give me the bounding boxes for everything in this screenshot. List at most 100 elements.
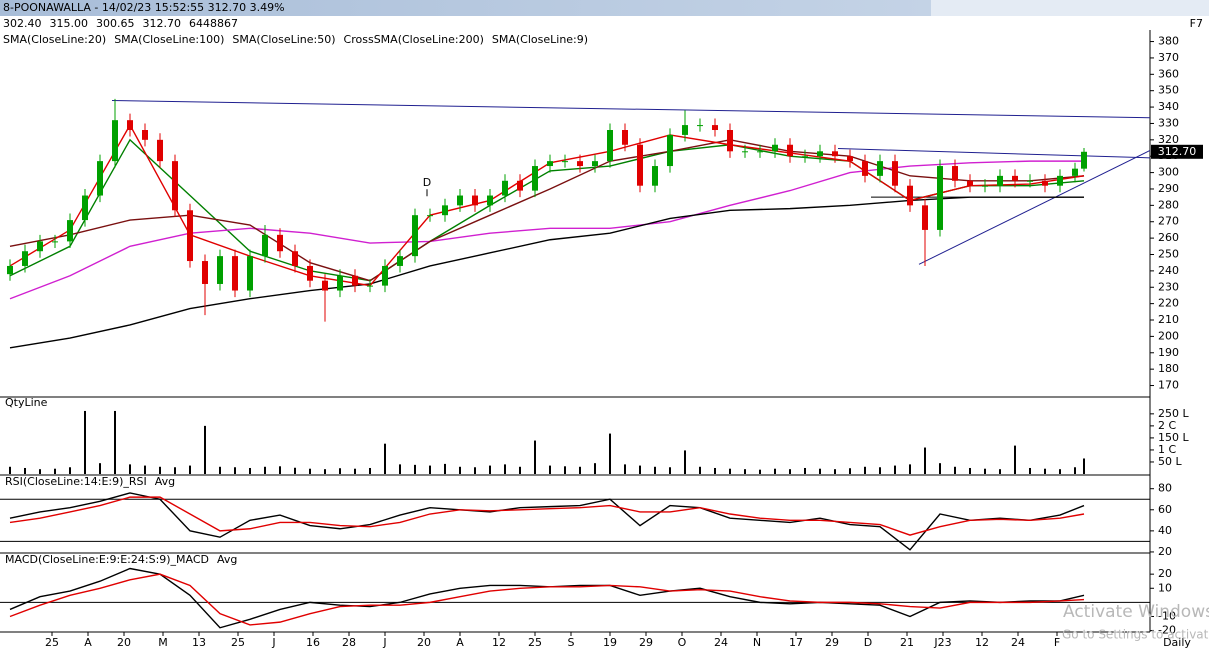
bar xyxy=(1059,469,1061,474)
bar xyxy=(789,469,791,474)
bar xyxy=(624,464,626,474)
candle-body xyxy=(502,180,508,196)
bar xyxy=(159,466,161,474)
candle-body xyxy=(142,130,148,140)
bar xyxy=(204,425,206,474)
bar xyxy=(1029,467,1031,474)
candle-body xyxy=(112,120,118,162)
y-tick-label: 220 xyxy=(1158,297,1179,310)
bar xyxy=(54,468,56,474)
candle-body xyxy=(982,185,988,187)
bar xyxy=(924,447,926,474)
candle-body xyxy=(592,161,598,167)
y-tick-label: 150 L xyxy=(1158,431,1189,444)
candle-body xyxy=(187,210,193,262)
y-tick-label: 270 xyxy=(1158,215,1179,228)
bar xyxy=(819,468,821,474)
bar xyxy=(429,465,431,474)
plot: 302.40 315.00 300.65 312.70 6448867 25 A 20 M 13 2… xyxy=(0,17,1203,649)
x-tick-label: S xyxy=(568,636,575,649)
y-tick-label: 2 C xyxy=(1158,419,1176,432)
bar xyxy=(864,466,866,474)
x-tick-label: 16 xyxy=(306,636,320,649)
candle-body xyxy=(277,234,283,252)
candle-body xyxy=(997,175,1003,186)
y-tick-label: 250 xyxy=(1158,247,1179,260)
y-tick-label: 80 xyxy=(1158,482,1172,495)
candle-body xyxy=(412,215,418,257)
bar xyxy=(549,465,551,474)
bar xyxy=(729,468,731,474)
candle-body xyxy=(67,220,73,242)
x-axis-label: Daily xyxy=(1163,636,1191,649)
candle-body xyxy=(622,130,628,145)
candle-body xyxy=(247,256,253,291)
bar xyxy=(909,464,911,474)
candle-body xyxy=(922,205,928,230)
bar xyxy=(219,466,221,474)
x-tick-label: 29 xyxy=(825,636,839,649)
bar xyxy=(1074,467,1076,474)
bar xyxy=(714,467,716,474)
bar xyxy=(39,469,41,474)
x-tick-label: M xyxy=(158,636,168,649)
last-price-box xyxy=(1151,144,1203,159)
quote-value: 315.00 xyxy=(50,17,89,30)
candle-body xyxy=(127,120,133,131)
bar xyxy=(984,468,986,474)
quote-value: 6448867 xyxy=(189,17,238,30)
candle-body xyxy=(457,195,463,206)
candle-body xyxy=(37,241,43,252)
y-tick-label: 50 L xyxy=(1158,455,1182,468)
legend-entry: RSI(CloseLine:14:E:9)_RSI xyxy=(5,475,147,488)
bar xyxy=(249,467,251,474)
y-tick-label: 250 L xyxy=(1158,407,1189,420)
bar xyxy=(594,463,596,474)
candle-body xyxy=(562,161,568,163)
candle-body xyxy=(637,144,643,186)
candle-body xyxy=(337,275,343,291)
x-tick-label: 29 xyxy=(639,636,653,649)
bar xyxy=(534,440,536,474)
bar xyxy=(669,467,671,474)
candle-body xyxy=(547,161,553,167)
x-tick-label: A xyxy=(84,636,92,649)
candle-body xyxy=(1012,175,1018,181)
candle-body xyxy=(652,166,658,186)
candle-body xyxy=(52,241,58,243)
bar xyxy=(189,465,191,474)
x-tick-label: J xyxy=(382,636,386,649)
y-tick-label: 380 xyxy=(1158,35,1179,48)
candle-body xyxy=(682,125,688,135)
y-tick-label: 60 xyxy=(1158,503,1172,516)
bar xyxy=(654,466,656,474)
shortcut: F7 xyxy=(1190,17,1203,30)
y-tick-label: 340 xyxy=(1158,100,1179,113)
y-tick-label: 320 xyxy=(1158,133,1179,146)
bar xyxy=(459,466,461,474)
candle-body xyxy=(667,134,673,167)
candle-body xyxy=(742,151,748,153)
bar xyxy=(384,443,386,474)
y-tick-label: 170 xyxy=(1158,379,1179,392)
y-tick-label: 370 xyxy=(1158,51,1179,64)
candle-body xyxy=(757,151,763,153)
candle-body xyxy=(697,125,703,127)
last-price-label: 312.70 xyxy=(1158,145,1197,158)
x-tick-label: 28 xyxy=(342,636,356,649)
y-tick-label: 240 xyxy=(1158,264,1179,277)
bar xyxy=(999,469,1001,474)
series-line xyxy=(9,567,1085,629)
bar xyxy=(969,467,971,474)
candle-body xyxy=(442,205,448,216)
x-tick-label: 20 xyxy=(417,636,431,649)
x-tick-label: N xyxy=(753,636,761,649)
bar xyxy=(894,465,896,474)
bar xyxy=(69,467,71,474)
x-tick-label: 25 xyxy=(45,636,59,649)
bar xyxy=(369,467,371,474)
bar xyxy=(414,464,416,474)
candle-body xyxy=(712,125,718,131)
candle-body xyxy=(472,195,478,206)
